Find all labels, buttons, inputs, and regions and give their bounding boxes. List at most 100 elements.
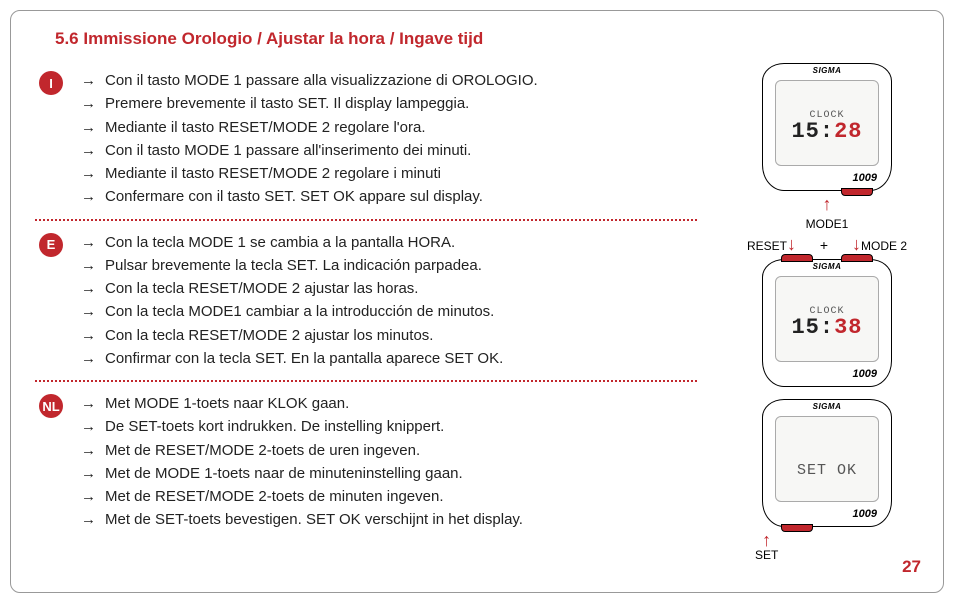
brand-label: SIGMA [763, 402, 891, 411]
list-item: → Met de SET-toets bevestigen. SET OK ver… [81, 508, 711, 531]
bullet-text: Met de RESET/MODE 2-toets de minuten ing… [105, 485, 444, 508]
bullet-text: Con la tecla RESET/MODE 2 ajustar las ho… [105, 277, 418, 300]
btn-set [781, 524, 813, 532]
label-mode1: MODE1 [806, 217, 849, 231]
set-label-group: ↑ SET [755, 533, 778, 561]
lang-badge-nl: NL [39, 394, 63, 418]
arrow-icon: → [81, 347, 99, 370]
device-2: SIGMA CLOCK 15:38 1009 [762, 259, 892, 387]
plus-icon: + [820, 237, 828, 253]
arrow-up-icon: ↑ [823, 197, 832, 211]
page-number: 27 [902, 557, 921, 577]
arrow-icon: → [81, 254, 99, 277]
bullet-text: Met de MODE 1-toets naar de minuteninste… [105, 462, 463, 485]
list-item: → Con la tecla MODE 1 se cambia a la pant… [81, 231, 711, 254]
bullet-text: Con il tasto MODE 1 passare all'inserime… [105, 139, 471, 162]
model-label: 1009 [853, 508, 877, 520]
separator [35, 219, 697, 221]
bullet-text: Met de RESET/MODE 2-toets de uren ingeve… [105, 439, 420, 462]
arrow-icon: → [81, 508, 99, 531]
list-item: → Met de MODE 1-toets naar de minuteninst… [81, 462, 711, 485]
screen-2: CLOCK 15:38 [763, 306, 891, 340]
bullet-text: Pulsar brevemente la tecla SET. La indic… [105, 254, 482, 277]
arrow-icon: → [81, 185, 99, 208]
arrow-icon: → [81, 392, 99, 415]
bullet-text: Met de SET-toets bevestigen. SET OK vers… [105, 508, 523, 531]
arrow-icon: → [81, 277, 99, 300]
bullet-text: De SET-toets kort indrukken. De instelli… [105, 415, 444, 438]
lang-block-nl: NL →Met MODE 1-toets naar KLOK gaan. → De… [35, 386, 711, 538]
list-item: → Con il tasto MODE 1 passare alla visual… [81, 69, 711, 92]
bullet-text: Con la tecla MODE 1 se cambia a la panta… [105, 231, 455, 254]
list-item: → De SET-toets kort indrukken. De instell… [81, 415, 711, 438]
list-item: →Met MODE 1-toets naar KLOK gaan. [81, 392, 711, 415]
bullet-text: Premere brevemente il tasto SET. Il disp… [105, 92, 469, 115]
lang-badge-es: E [39, 233, 63, 257]
label-mode2: ↓MODE 2 [852, 237, 907, 253]
arrow-down-icon: ↓ [852, 234, 861, 254]
arrow-down-icon: ↓ [787, 234, 796, 254]
list-item: → Confirmar con la tecla SET. En la panta… [81, 347, 711, 370]
list-item: → Met de RESET/MODE 2-toets de minuten in… [81, 485, 711, 508]
btn-mode2 [841, 254, 873, 262]
screen-3: SET OK [763, 446, 891, 479]
list-item: → Con il tasto MODE 1 passare all'inserim… [81, 139, 711, 162]
label-reset-mode2-row: RESET↓ + ↓MODE 2 [747, 237, 907, 253]
bullets-nl: →Met MODE 1-toets naar KLOK gaan. → De SE… [81, 392, 711, 532]
list-item: → Con la tecla RESET/MODE 2 ajustar las h… [81, 277, 711, 300]
screen-2-value: 15:38 [763, 315, 891, 340]
screen-1-value: 15:28 [763, 119, 891, 144]
brand-label: SIGMA [763, 66, 891, 75]
bullet-text: Mediante il tasto RESET/MODE 2 regolare … [105, 162, 441, 185]
bullet-text: Con il tasto MODE 1 passare alla visuali… [105, 69, 538, 92]
arrow-icon: → [81, 139, 99, 162]
model-label: 1009 [853, 172, 877, 184]
device-1: SIGMA CLOCK 15:28 1009 [762, 63, 892, 191]
device-3: SIGMA SET OK 1009 [762, 399, 892, 527]
lang-badge-it: I [39, 71, 63, 95]
bullet-text: Confermare con il tasto SET. SET OK appa… [105, 185, 483, 208]
clock-hours: 15: [791, 119, 834, 144]
list-item: → Con la tecla MODE1 cambiar a la introdu… [81, 300, 711, 323]
bullet-text: Con la tecla RESET/MODE 2 ajustar los mi… [105, 324, 433, 347]
page-frame: 5.6 Immissione Orologio / Ajustar la hor… [10, 10, 944, 593]
clock-hours: 15: [791, 315, 834, 340]
lang-block-es: E → Con la tecla MODE 1 se cambia a la pa… [35, 225, 711, 377]
bullet-text: Confirmar con la tecla SET. En la pantal… [105, 347, 503, 370]
bullets-es: → Con la tecla MODE 1 se cambia a la pant… [81, 231, 711, 371]
device-col: SIGMA CLOCK 15:28 1009 ↑ MODE1 RESET↓ + … [727, 63, 927, 580]
arrow-icon: → [81, 415, 99, 438]
arrow-icon: → [81, 485, 99, 508]
arrow-up-icon: ↑ [755, 533, 778, 547]
btn-reset [781, 254, 813, 262]
arrow-icon: → [81, 231, 99, 254]
arrow-icon: → [81, 439, 99, 462]
bullet-text: Con la tecla MODE1 cambiar a la introduc… [105, 300, 494, 323]
list-item: → Pulsar brevemente la tecla SET. La indi… [81, 254, 711, 277]
list-item: → Mediante il tasto RESET/MODE 2 regolare… [81, 162, 711, 185]
device-stack: SIGMA CLOCK 15:28 1009 ↑ MODE1 RESET↓ + … [727, 63, 927, 562]
lang-block-it: I → Con il tasto MODE 1 passare alla visu… [35, 63, 711, 215]
arrow-icon: → [81, 162, 99, 185]
separator [35, 380, 697, 382]
brand-label: SIGMA [763, 262, 891, 271]
clock-minutes-highlight: 38 [834, 315, 862, 340]
clock-minutes-highlight: 28 [834, 119, 862, 144]
model-label: 1009 [853, 368, 877, 380]
arrow-icon: → [81, 116, 99, 139]
label-mode2-text: MODE 2 [861, 239, 907, 253]
arrow-icon: → [81, 462, 99, 485]
arrow-icon: → [81, 324, 99, 347]
list-item: → Premere brevemente il tasto SET. Il dis… [81, 92, 711, 115]
label-reset: RESET↓ [747, 237, 796, 253]
section-heading: 5.6 Immissione Orologio / Ajustar la hor… [55, 29, 927, 49]
screen-3-text: SET OK [763, 462, 891, 479]
label-reset-text: RESET [747, 239, 787, 253]
bullet-text: Mediante il tasto RESET/MODE 2 regolare … [105, 116, 426, 139]
arrow-icon: → [81, 92, 99, 115]
bullets-it: → Con il tasto MODE 1 passare alla visual… [81, 69, 711, 209]
list-item: → Met de RESET/MODE 2-toets de uren ingev… [81, 439, 711, 462]
list-item: → Mediante il tasto RESET/MODE 2 regolare… [81, 116, 711, 139]
arrow-icon: → [81, 300, 99, 323]
arrow-icon: → [81, 69, 99, 92]
